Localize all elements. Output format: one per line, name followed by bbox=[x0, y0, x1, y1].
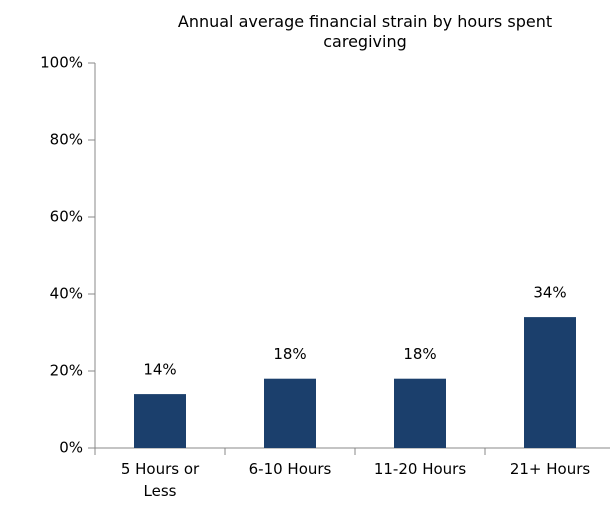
x-tick-label: 6-10 Hours bbox=[248, 460, 332, 478]
data-label: 18% bbox=[403, 345, 436, 363]
y-tick-label: 0% bbox=[59, 439, 83, 457]
bar bbox=[134, 394, 186, 448]
y-tick-label: 80% bbox=[50, 131, 83, 149]
x-tick-label: 11-20 Hours bbox=[373, 460, 467, 478]
x-tick-label: 5 Hours or Less bbox=[120, 460, 200, 500]
bar bbox=[524, 317, 576, 448]
y-tick-label: 40% bbox=[50, 285, 83, 303]
y-tick-label: 60% bbox=[50, 208, 83, 226]
data-label: 18% bbox=[273, 345, 306, 363]
bar bbox=[264, 378, 316, 448]
x-tick-label: 21+ Hours bbox=[509, 460, 591, 478]
bar bbox=[394, 378, 446, 448]
data-label: 14% bbox=[143, 361, 176, 379]
y-tick-label: 100% bbox=[40, 54, 83, 72]
data-label: 34% bbox=[533, 284, 566, 302]
chart-title: Annual average financial strain by hours… bbox=[177, 12, 553, 51]
y-tick-label: 20% bbox=[50, 362, 83, 380]
